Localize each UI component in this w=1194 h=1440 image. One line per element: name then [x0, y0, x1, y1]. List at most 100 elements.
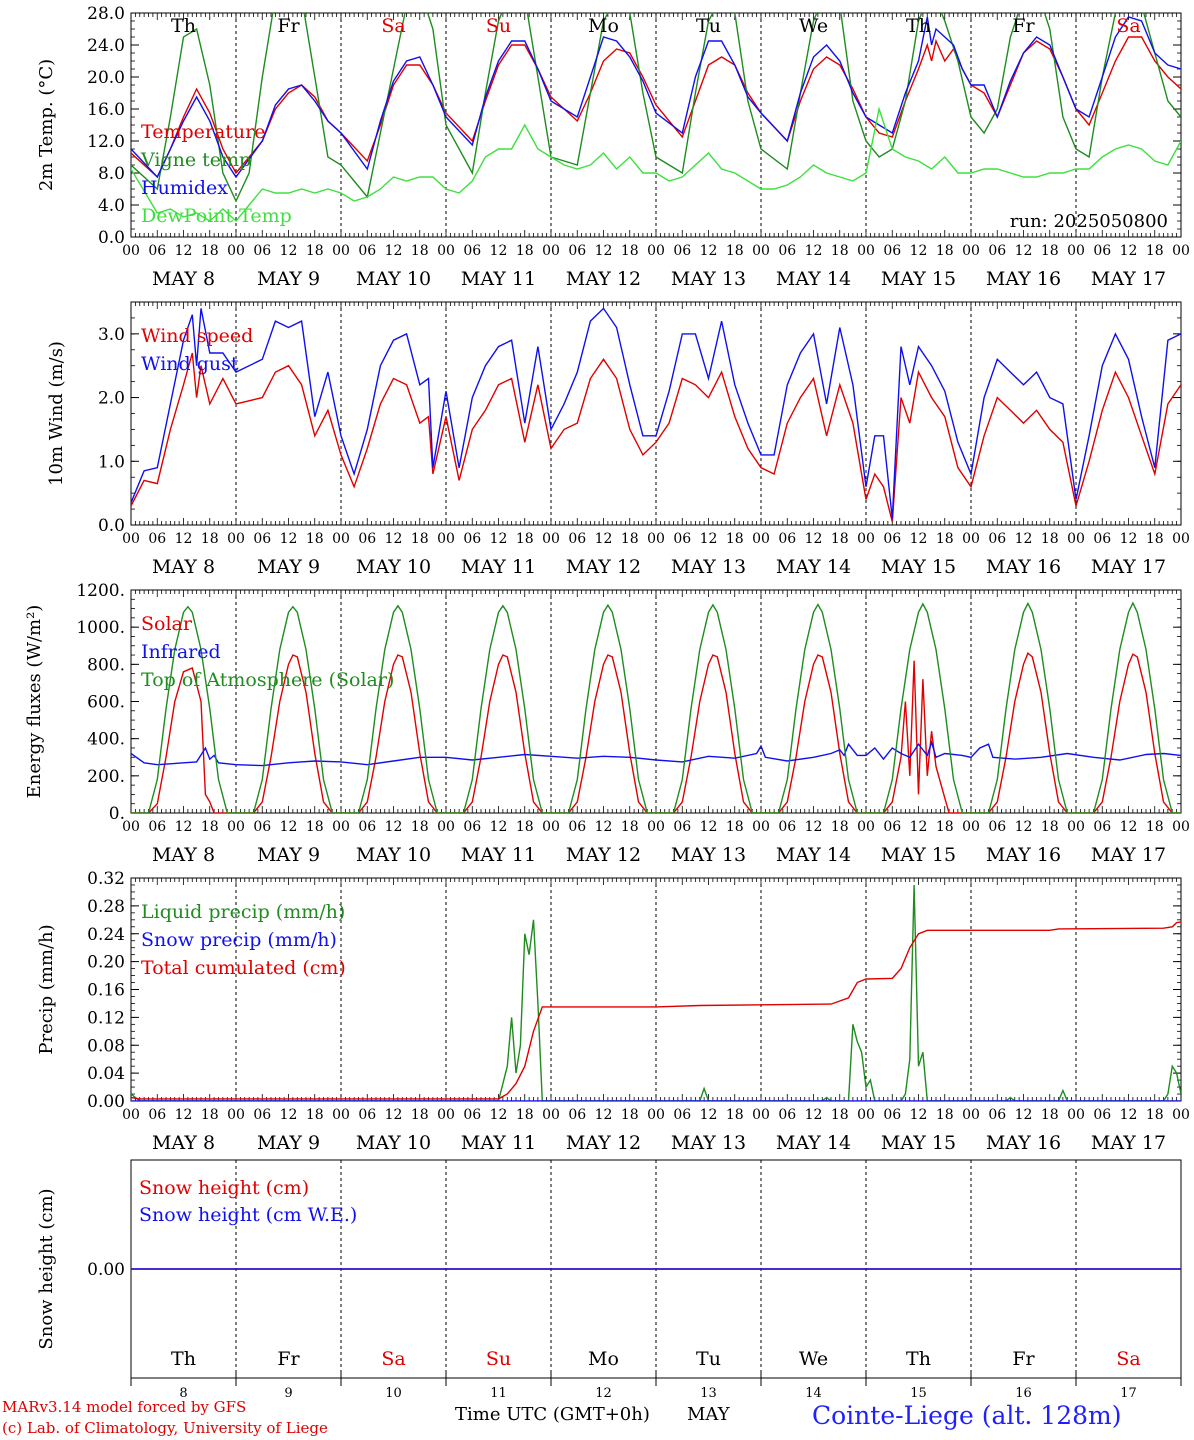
x-hour-label: 00 [962, 819, 980, 835]
x-hour-label: 06 [673, 1107, 691, 1123]
x-hour-label: 00 [227, 243, 245, 259]
y-tick-label: 0.00 [87, 1260, 125, 1280]
x-hour-label: 06 [463, 531, 481, 547]
y-tick-label: 0.0 [98, 516, 125, 536]
x-hour-label: 18 [936, 531, 954, 547]
x-hour-label: 18 [411, 531, 429, 547]
series-line-wind-speed [131, 352, 1181, 522]
x-date-label: MAY 15 [881, 268, 956, 290]
x-hour-label: 06 [1093, 819, 1111, 835]
x-hour-label: 00 [647, 819, 665, 835]
y-axis-label: Snow height (cm) [36, 1188, 57, 1349]
x-hour-label: 12 [490, 819, 508, 835]
legend-entry: DewPoint Temp [141, 205, 292, 227]
y-tick-label: 0.04 [87, 1064, 125, 1084]
y-tick-label: 0.20 [87, 953, 125, 973]
x-hour-label: 18 [936, 243, 954, 259]
series-line-temperature [131, 36, 1181, 179]
x-hour-label: 12 [700, 531, 718, 547]
x-hour-label: 06 [778, 819, 796, 835]
series-line-infrared [131, 740, 1181, 767]
x-hour-label: 12 [910, 243, 928, 259]
x-hour-label: 12 [910, 819, 928, 835]
x-hour-label: 12 [805, 1107, 823, 1123]
weekday-label: Th [906, 15, 931, 37]
series-line-wind-gust [131, 307, 1181, 519]
x-date-label: MAY 8 [152, 556, 215, 578]
x-hour-label: 12 [385, 531, 403, 547]
x-hour-label: 18 [1146, 819, 1164, 835]
x-hour-label: 06 [148, 819, 166, 835]
x-hour-label: 06 [883, 531, 901, 547]
x-hour-label: 18 [201, 1107, 219, 1123]
x-hour-label: 00 [122, 531, 140, 547]
day-number-label: 15 [910, 1386, 927, 1401]
x-date-label: MAY 11 [461, 844, 536, 866]
x-date-label: MAY 8 [152, 268, 215, 290]
weekday-label: Sa [381, 1348, 405, 1370]
y-tick-label: 0.24 [87, 925, 125, 945]
legend-entry: Wind speed [141, 325, 253, 347]
x-hour-label: 00 [1067, 819, 1085, 835]
x-date-label: MAY 14 [776, 268, 851, 290]
weekday-label: Su [486, 15, 511, 37]
y-tick-label: 20.0 [87, 68, 125, 88]
x-hour-label: 06 [568, 819, 586, 835]
x-hour-label: 06 [883, 819, 901, 835]
x-hour-label: 00 [542, 819, 560, 835]
x-hour-label: 18 [411, 243, 429, 259]
y-tick-label: 8.0 [98, 164, 125, 184]
x-hour-label: 18 [831, 819, 849, 835]
weekday-label: Mo [588, 1348, 619, 1370]
x-hour-label: 00 [332, 819, 350, 835]
x-hour-label: 18 [1041, 531, 1059, 547]
x-hour-label: 06 [883, 243, 901, 259]
x-date-label: MAY 8 [152, 844, 215, 866]
weekday-label: Mo [588, 15, 619, 37]
series-line-liquid-precip-mm-h- [131, 884, 1181, 1101]
series-line-solar [131, 652, 1181, 813]
x-hour-label: 18 [516, 531, 534, 547]
x-hour-label: 06 [883, 1107, 901, 1123]
x-date-label: MAY 13 [671, 1132, 746, 1154]
x-hour-label: 18 [1146, 243, 1164, 259]
x-date-label: MAY 9 [257, 268, 320, 290]
legend-entry: Temperature [141, 121, 265, 143]
legend-entry: Wind gust [141, 353, 239, 375]
x-hour-label: 12 [175, 1107, 193, 1123]
day-number-label: 16 [1015, 1386, 1032, 1401]
x-hour-label: 06 [988, 243, 1006, 259]
lab-credit: (c) Lab. of Climatology, University of L… [2, 1419, 328, 1437]
x-hour-label: 06 [988, 819, 1006, 835]
x-hour-label: 18 [516, 1107, 534, 1123]
x-hour-label: 12 [490, 1107, 508, 1123]
x-hour-label: 00 [437, 819, 455, 835]
y-tick-label: 1200. [76, 581, 125, 601]
x-date-label: MAY 13 [671, 556, 746, 578]
x-hour-label: 00 [1067, 243, 1085, 259]
x-hour-label: 00 [647, 531, 665, 547]
x-hour-label: 18 [936, 819, 954, 835]
x-hour-label: 06 [463, 1107, 481, 1123]
weekday-label: Fr [1012, 15, 1035, 37]
x-hour-label: 00 [857, 1107, 875, 1123]
y-tick-label: 200. [87, 767, 125, 787]
x-hour-label: 12 [175, 243, 193, 259]
x-date-label: MAY 11 [461, 1132, 536, 1154]
x-hour-label: 00 [962, 243, 980, 259]
weekday-label: Su [486, 1348, 511, 1370]
x-hour-label: 00 [1172, 531, 1190, 547]
y-axis-label: 10m Wind (m/s) [46, 341, 67, 486]
x-hour-label: 12 [1015, 1107, 1033, 1123]
x-axis-label: Time UTC (GMT+0h) [455, 1404, 650, 1425]
x-hour-label: 12 [385, 819, 403, 835]
x-hour-label: 18 [306, 531, 324, 547]
legend-entry: Liquid precip (mm/h) [141, 901, 345, 923]
x-hour-label: 18 [1146, 531, 1164, 547]
x-hour-label: 12 [1015, 531, 1033, 547]
x-hour-label: 12 [805, 531, 823, 547]
y-tick-label: 0.0 [98, 228, 125, 248]
panel-energy: 0. 200. 400. 600. 800. 1000. 1200. Energy fluxe… [24, 581, 1190, 866]
x-hour-label: 00 [437, 1107, 455, 1123]
